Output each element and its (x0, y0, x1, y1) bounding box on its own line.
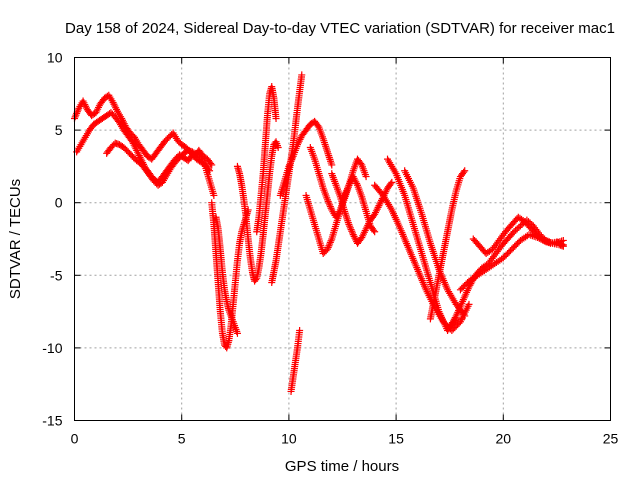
data-point (298, 71, 306, 79)
data-point (324, 197, 332, 205)
series-track-l (306, 144, 370, 221)
data-marks (71, 71, 567, 395)
series-track-e (212, 213, 241, 337)
data-point (327, 237, 335, 245)
x-tick-label: 10 (281, 431, 297, 447)
series-track-c (103, 139, 218, 199)
data-point (326, 238, 334, 246)
y-tick-label: 10 (47, 50, 63, 66)
data-point (327, 204, 335, 212)
data-point (559, 236, 567, 244)
data-point (323, 245, 331, 253)
series-track-o (384, 155, 460, 334)
x-tick-label: 20 (496, 431, 512, 447)
data-point (370, 226, 378, 234)
data-point (349, 229, 357, 237)
data-point (274, 144, 282, 152)
series-track-m (328, 170, 396, 247)
data-point (348, 227, 356, 235)
data-point (324, 243, 332, 251)
data-point (460, 168, 468, 176)
chart-title: Day 158 of 2024, Sidereal Day-to-day VTE… (65, 20, 615, 37)
data-point (323, 196, 331, 204)
data-point (74, 106, 82, 114)
x-tick-label: 0 (71, 431, 79, 447)
data-point (328, 161, 336, 169)
data-point (287, 157, 295, 165)
y-tick-label: -10 (42, 340, 62, 356)
data-point (73, 108, 81, 116)
x-tick-label: 15 (388, 431, 404, 447)
data-point (465, 300, 473, 308)
data-point (459, 310, 467, 318)
data-point (326, 240, 334, 248)
y-tick-label: -5 (50, 267, 63, 283)
data-point (371, 228, 379, 236)
axis-ticks: 0 5 10 15 20 25 -15 -10 -5 0 5 10 (42, 50, 618, 447)
data-point (345, 220, 353, 228)
x-tick-label: 5 (178, 431, 186, 447)
data-point (461, 167, 469, 175)
data-point (387, 180, 395, 188)
series-track-i (276, 117, 336, 199)
data-point (388, 178, 396, 186)
series-track-t (456, 231, 567, 294)
data-point (210, 191, 218, 199)
data-point (71, 113, 79, 121)
data-point (451, 314, 459, 322)
data-point (285, 162, 293, 170)
series-track-j (287, 326, 304, 395)
data-point (346, 222, 354, 230)
y-axis-title: SDTVAR / TECUs (7, 179, 24, 299)
x-tick-label: 25 (603, 431, 619, 447)
data-point (288, 156, 296, 164)
data-point (252, 276, 260, 284)
data-point (207, 159, 215, 167)
grid (74, 57, 611, 421)
data-point (347, 226, 355, 234)
data-point (325, 242, 333, 250)
data-point (272, 114, 280, 122)
data-point (540, 237, 548, 245)
data-point (296, 326, 304, 334)
data-point (346, 224, 354, 232)
y-tick-label: 5 (55, 122, 63, 138)
data-point (325, 199, 333, 207)
series-track-q (426, 167, 469, 323)
x-axis-title: GPS time / hours (285, 458, 399, 475)
data-point (288, 154, 296, 162)
series-track-s (469, 213, 567, 258)
data-point (326, 201, 334, 209)
data-point (72, 111, 80, 119)
y-tick-label: -15 (42, 413, 62, 429)
y-tick-label: 0 (55, 195, 63, 211)
data-point (286, 159, 294, 167)
series-track-g (253, 83, 280, 236)
data-point (362, 173, 370, 181)
data-point (233, 329, 241, 337)
data-point (326, 203, 334, 211)
series-track-d (208, 199, 252, 352)
data-point (208, 161, 216, 169)
data-point (286, 161, 294, 169)
plot-frame (74, 57, 611, 421)
series-track-f (233, 138, 282, 285)
data-point (461, 312, 469, 320)
